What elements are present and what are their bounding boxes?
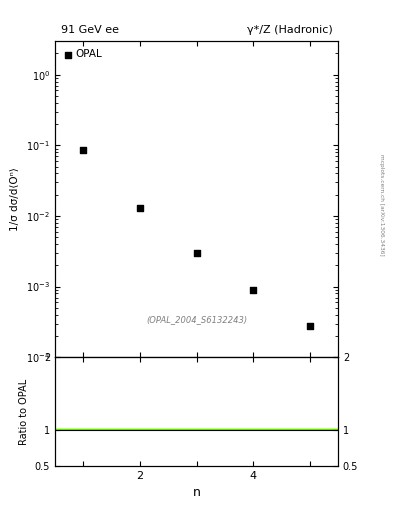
OPAL [250, 286, 256, 294]
Text: (OPAL_2004_S6132243): (OPAL_2004_S6132243) [146, 315, 247, 324]
Text: mcplots.cern.ch [arXiv:1306.3436]: mcplots.cern.ch [arXiv:1306.3436] [379, 154, 384, 255]
OPAL [307, 322, 313, 330]
OPAL [80, 146, 86, 155]
OPAL [137, 204, 143, 212]
OPAL [193, 249, 200, 257]
Y-axis label: 1/σ dσ/d⟨Oⁿ⟩: 1/σ dσ/d⟨Oⁿ⟩ [10, 167, 20, 231]
X-axis label: n: n [193, 486, 200, 499]
Text: γ*/Z (Hadronic): γ*/Z (Hadronic) [246, 25, 332, 35]
Text: 91 GeV ee: 91 GeV ee [61, 25, 119, 35]
Y-axis label: Ratio to OPAL: Ratio to OPAL [19, 378, 29, 445]
Legend: OPAL: OPAL [60, 46, 106, 62]
